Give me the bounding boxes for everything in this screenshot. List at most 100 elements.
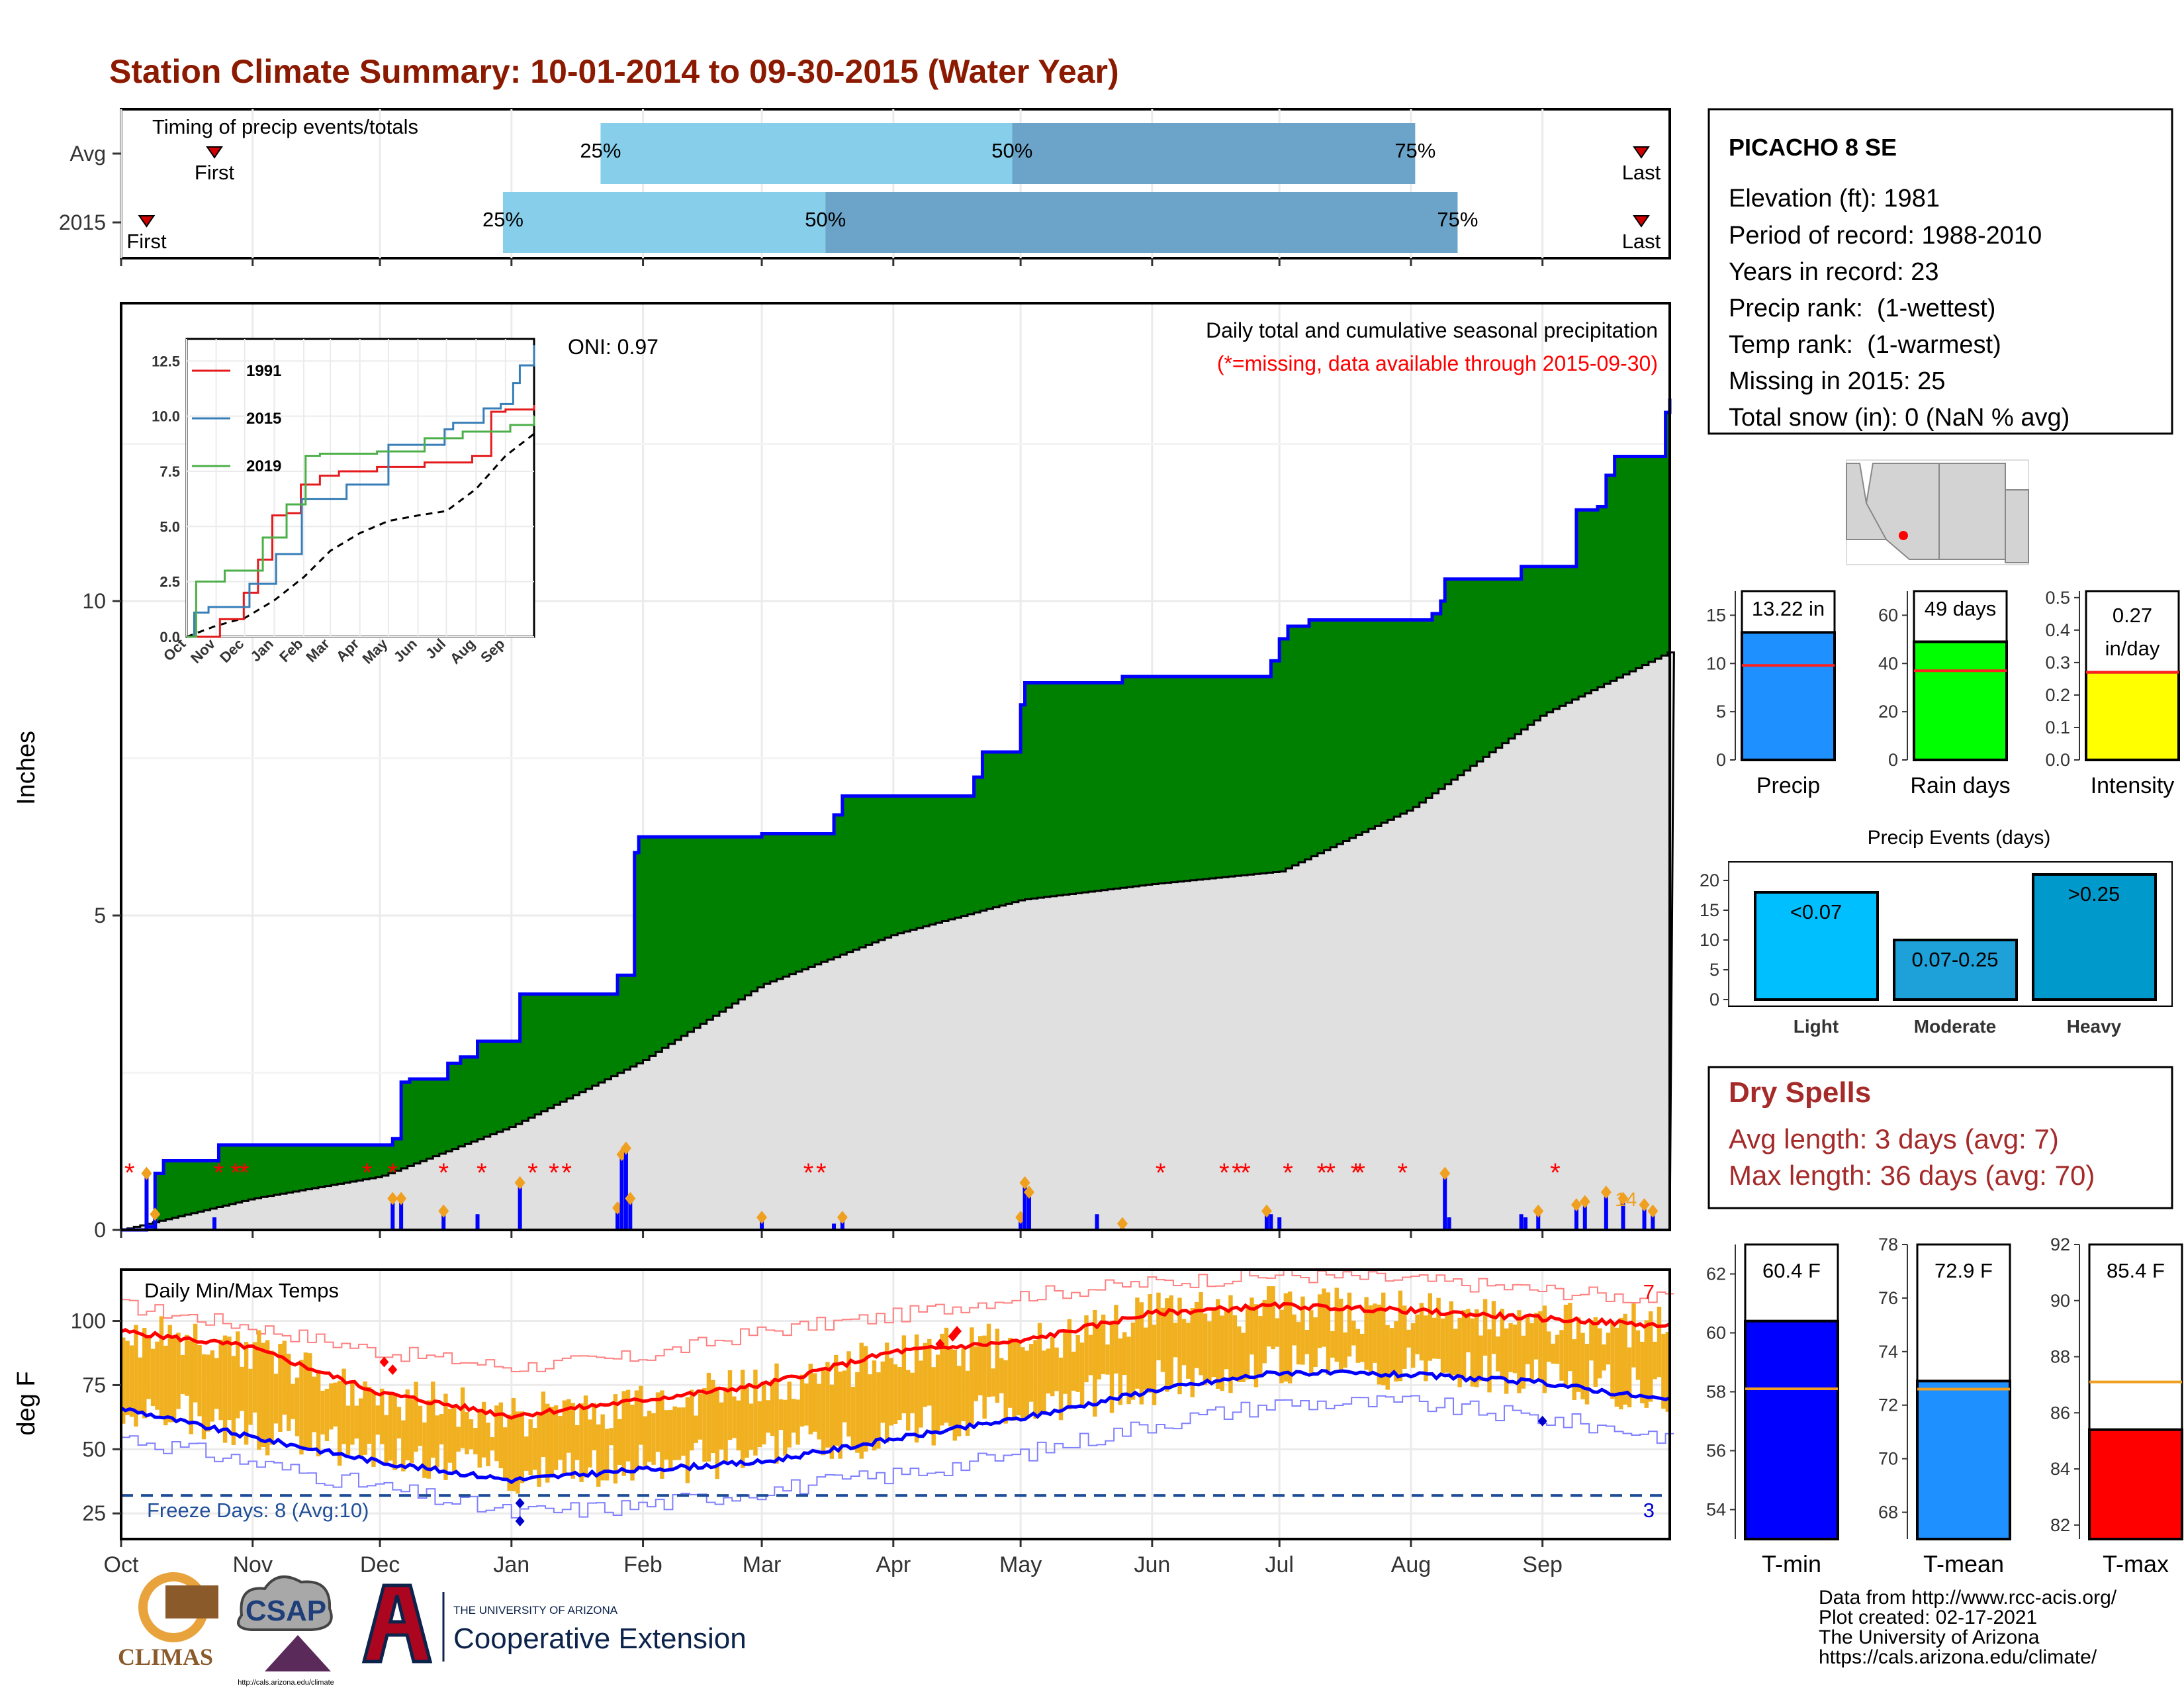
daily-temp-bar: [341, 1368, 346, 1444]
daily-temp-bar: [545, 1403, 550, 1483]
inset-legend-label: 2015: [246, 410, 281, 428]
daily-temp-bar: [600, 1414, 605, 1481]
daily-temp-bar: [401, 1420, 406, 1472]
daily-temp-bar: [1126, 1336, 1131, 1405]
record-high-marker: [379, 1356, 389, 1368]
daily-temp-bar: [842, 1370, 847, 1423]
daily-temp-bar: [494, 1405, 499, 1462]
daily-temp-bar: [634, 1390, 639, 1472]
daily-temp-bar: [138, 1357, 143, 1413]
daily-temp-bar: [558, 1416, 563, 1460]
summary-category-label: Intensity: [2091, 773, 2175, 798]
daily-precip-bar: [1023, 1182, 1027, 1230]
daily-temp-bar: [567, 1399, 571, 1453]
daily-temp-bar: [1309, 1310, 1314, 1374]
temp-panel-frame: [120, 1268, 1671, 1540]
daily-temp-bar: [799, 1374, 805, 1427]
daily-temp-bar: [201, 1354, 206, 1440]
daily-precip-bar: [475, 1214, 480, 1230]
station-years: Years in record: 23: [1729, 258, 1939, 286]
daily-temp-bar: [1394, 1321, 1398, 1382]
daily-temp-bar: [961, 1348, 966, 1421]
daily-temp-bar: [647, 1411, 652, 1462]
daily-temp-bar: [1410, 1323, 1416, 1368]
daily-temp-bar: [1258, 1316, 1263, 1375]
daily-temp-bar: [1580, 1333, 1585, 1399]
daily-temp-bar: [1067, 1319, 1072, 1410]
daily-temp-bar: [176, 1333, 181, 1409]
missing-markers: * * ** * * * * * * * * * * * ** * ** ** * *: [124, 1158, 1561, 1188]
daily-temp-bar: [367, 1386, 372, 1444]
summary-0-chart: 0 5 10 15 13.22 in Precip: [1706, 590, 1836, 798]
daily-temp-bar: [337, 1380, 342, 1466]
record-low-count: 3: [1643, 1499, 1655, 1522]
record-max-line: [121, 1268, 1674, 1372]
record-min-line: [121, 1395, 1674, 1519]
daily-temp-bar: [1232, 1315, 1238, 1380]
summary-category-label: Rain days: [1910, 773, 2010, 798]
daily-temp-bar: [952, 1349, 957, 1441]
daily-temp-bar: [396, 1407, 402, 1439]
daily-temp-bar: [850, 1386, 856, 1450]
csap-logo: CSAP http://cals.arizona.edu/climate: [237, 1575, 334, 1687]
daily-temp-bar: [1606, 1333, 1611, 1365]
daily-temp-bar: [1216, 1299, 1220, 1389]
daily-temp-bar: [1445, 1312, 1449, 1373]
daily-temp-bar: [995, 1329, 1000, 1403]
daily-temp-bar: [350, 1383, 355, 1445]
station-temp-rank: Temp rank: (1-warmest): [1729, 331, 2001, 359]
map-state-nm: [1938, 463, 2006, 560]
daily-temp-bar: [1457, 1317, 1462, 1387]
daily-temp-bar: [630, 1404, 635, 1481]
summary-2-bar: [2085, 671, 2180, 761]
precip-events-title: Precip Events (days): [1868, 827, 2051, 849]
daily-temp-bar: [1101, 1314, 1106, 1374]
daily-temp-bar: [1152, 1325, 1157, 1405]
daily-temp-bar: [167, 1325, 172, 1423]
events-category-label: Heavy: [2067, 1016, 2122, 1037]
daily-temp-bar: [1160, 1307, 1165, 1372]
temp-panel: 25 50 75 100 Oct Nov Dec Jan Feb Mar Apr May Jun Jul…: [13, 1268, 1674, 1577]
daily-temp-bar: [999, 1358, 1004, 1393]
daily-temp-bar: [452, 1407, 457, 1473]
daily-temp-bar: [1313, 1317, 1318, 1367]
daily-temp-bar: [1300, 1296, 1305, 1365]
record-low-marker: [515, 1497, 525, 1509]
month-label: Jun: [1134, 1552, 1170, 1577]
dry-spells-avg: Avg length: 3 days (avg: 7): [1729, 1123, 2059, 1154]
daily-temp-bar: [1542, 1305, 1547, 1393]
summary-2-y-tick-label: 0.1: [2045, 718, 2070, 737]
daily-temp-bar: [405, 1389, 410, 1461]
daily-temp-bar: [1283, 1293, 1289, 1382]
daily-temp-bar: [1144, 1327, 1148, 1390]
daily-temp-bar: [218, 1339, 223, 1421]
daily-temp-bar: [244, 1342, 249, 1445]
month-label: Apr: [876, 1552, 911, 1577]
daily-temp-bar: [1194, 1301, 1199, 1368]
daily-temp-bar: [1253, 1304, 1259, 1387]
events-y-tick-label: 5: [1709, 960, 1719, 980]
daily-temp-bar: [422, 1422, 427, 1478]
daily-temp-bar: [1351, 1321, 1356, 1346]
first-label: First: [126, 230, 167, 253]
daily-temp-bar: [1521, 1335, 1526, 1389]
timing-bar-q1: [600, 123, 1013, 184]
daily-temp-bar: [1355, 1329, 1360, 1363]
daily-temp-bar: [906, 1370, 911, 1431]
daily-temp-bar: [1491, 1301, 1496, 1354]
temp-summary-value-label: 72.9 F: [1934, 1259, 1993, 1282]
daily-temp-bar: [1169, 1295, 1173, 1389]
timing-panel: Timing of precip events/totals 25% 50% 75%…: [59, 108, 1671, 266]
daily-temp-bar: [868, 1374, 872, 1443]
daily-temp-bar: [278, 1344, 283, 1432]
daily-temp-bar: [1551, 1343, 1555, 1364]
footer-line-created: Plot created: 02-17-2021: [1819, 1607, 2037, 1628]
daily-temp-bar: [982, 1335, 987, 1419]
daily-precip-bar: [518, 1182, 522, 1230]
daily-temp-bar: [884, 1342, 889, 1443]
daily-temp-bar: [1373, 1303, 1377, 1363]
daily-temp-bar: [1326, 1292, 1331, 1375]
daily-temp-bar: [1050, 1336, 1055, 1397]
